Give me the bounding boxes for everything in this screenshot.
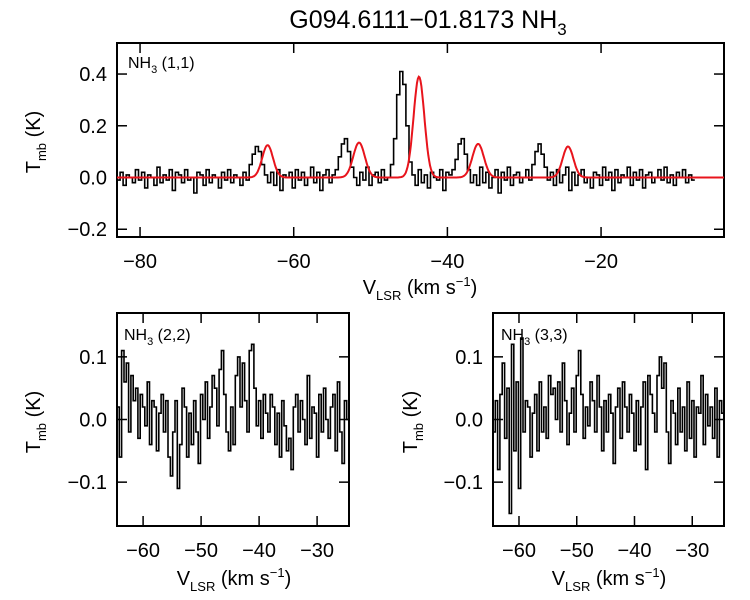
y-tick-label: 0.0 [79,410,107,432]
panel-label: NH3 (1,1) [128,55,195,76]
axis-ticks [117,43,724,237]
x-tick-label: −50 [560,540,594,562]
x-tick-label: −80 [123,251,157,273]
y-tick-label: −0.1 [68,472,107,494]
x-tick-label: −60 [502,540,536,562]
x-tick-label: −20 [584,251,618,273]
y-tick-label: −0.1 [444,472,483,494]
observed-spectrum-line [117,70,695,194]
x-tick-labels: −60 −50 −40 −30 [502,540,709,562]
y-tick-label: −0.2 [68,219,107,241]
observed-spectrum-line [117,343,349,490]
axis-ticks [493,313,724,526]
x-axis-label: VLSR (km s−1) [552,565,667,594]
y-tick-label: 0.2 [79,116,107,138]
x-tick-label: −50 [184,540,218,562]
x-tick-label: −30 [675,540,709,562]
x-axis-label: VLSR (km s−1) [177,565,292,594]
y-tick-label: 0.4 [79,64,107,86]
y-tick-labels: −0.2 0.0 0.2 0.4 [68,64,107,241]
x-tick-labels: −60 −50 −40 −30 [126,540,334,562]
x-tick-label: −30 [300,540,334,562]
plot-frame [116,42,725,238]
panel-label: NH3 (2,2) [124,327,191,348]
spectrum-series [117,343,349,490]
y-tick-label: 0.1 [79,347,107,369]
x-tick-labels: −80 −60 −40 −20 [123,251,618,273]
spectrum-series [493,337,724,515]
y-axis-label: Tmb (K) [400,391,426,454]
y-tick-label: 0.0 [79,168,107,190]
figure-title: G094.6111−01.8173 NH3 [289,6,567,39]
x-tick-label: −60 [277,251,311,273]
x-tick-label: −60 [126,540,160,562]
y-axis-label: Tmb (K) [23,111,49,174]
x-axis-label: VLSR (km s−1) [363,274,478,303]
panel-nh3-22: −60 −50 −40 −30 −0.1 0.0 0.1 NH3 (2,2) VLSR (… [23,312,350,594]
y-tick-labels: −0.1 0.0 0.1 [444,347,483,494]
y-axis-label: Tmb (K) [23,391,49,454]
observed-spectrum-line [493,337,724,515]
y-tick-labels: −0.1 0.0 0.1 [68,347,107,494]
panel-nh3-33: −60 −50 −40 −30 −0.1 0.0 0.1 NH3 (3,3) VLSR (… [400,312,725,594]
x-tick-label: −40 [618,540,652,562]
panel-label: NH3 (3,3) [501,327,568,348]
panel-nh3-11: −80 −60 −40 −20 −0.2 0.0 0.2 0.4 NH3 (1,1) VLS… [23,42,725,303]
x-tick-label: −40 [430,251,464,273]
gaussian-fit-line [117,75,724,179]
x-tick-label: −40 [242,540,276,562]
y-tick-label: 0.1 [455,347,483,369]
y-tick-label: 0.0 [455,410,483,432]
spectrum-series [117,70,724,194]
